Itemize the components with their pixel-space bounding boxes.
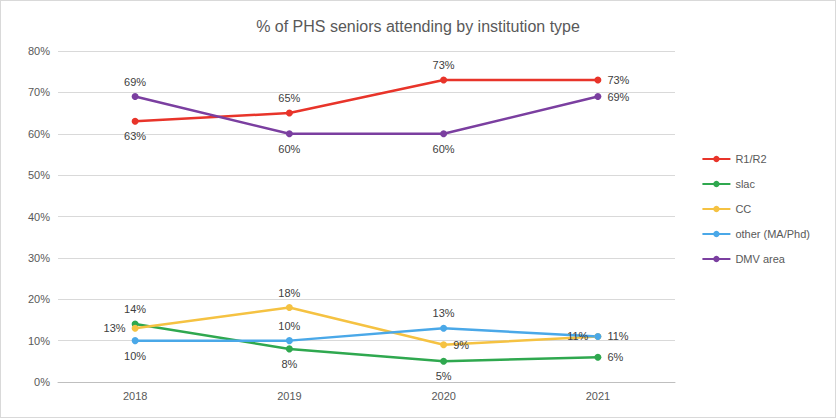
svg-text:10%: 10% bbox=[278, 320, 300, 332]
svg-text:CC: CC bbox=[735, 203, 751, 215]
svg-text:other (MA/Phd): other (MA/Phd) bbox=[735, 228, 810, 240]
svg-text:60%: 60% bbox=[28, 128, 50, 140]
svg-text:2020: 2020 bbox=[431, 390, 455, 402]
svg-text:slac: slac bbox=[735, 178, 755, 190]
svg-text:69%: 69% bbox=[124, 76, 146, 88]
svg-text:10%: 10% bbox=[28, 335, 50, 347]
svg-text:13%: 13% bbox=[104, 322, 126, 334]
svg-text:60%: 60% bbox=[278, 143, 300, 155]
svg-text:11%: 11% bbox=[567, 330, 588, 342]
svg-text:10%: 10% bbox=[124, 350, 146, 362]
svg-text:6%: 6% bbox=[607, 351, 623, 363]
svg-text:69%: 69% bbox=[607, 91, 629, 103]
svg-text:5%: 5% bbox=[436, 370, 452, 382]
svg-text:80%: 80% bbox=[28, 45, 50, 57]
svg-text:50%: 50% bbox=[28, 169, 50, 181]
svg-text:% of PHS seniors attending by: % of PHS seniors attending by institutio… bbox=[256, 18, 580, 35]
svg-text:73%: 73% bbox=[433, 59, 455, 71]
svg-text:60%: 60% bbox=[433, 143, 455, 155]
svg-text:0%: 0% bbox=[34, 376, 50, 388]
svg-text:8%: 8% bbox=[281, 358, 297, 370]
svg-text:70%: 70% bbox=[28, 86, 50, 98]
svg-text:R1/R2: R1/R2 bbox=[735, 153, 766, 165]
svg-text:9%: 9% bbox=[453, 339, 469, 351]
svg-text:20%: 20% bbox=[28, 293, 50, 305]
svg-text:30%: 30% bbox=[28, 252, 50, 264]
svg-text:2021: 2021 bbox=[586, 390, 610, 402]
svg-text:14%: 14% bbox=[124, 303, 146, 315]
svg-text:DMV area: DMV area bbox=[735, 253, 785, 265]
svg-text:73%: 73% bbox=[607, 74, 629, 86]
svg-text:11%: 11% bbox=[607, 330, 628, 342]
svg-text:40%: 40% bbox=[28, 211, 50, 223]
svg-text:65%: 65% bbox=[278, 92, 300, 104]
svg-text:2019: 2019 bbox=[277, 390, 301, 402]
svg-text:2018: 2018 bbox=[123, 390, 147, 402]
svg-text:18%: 18% bbox=[278, 287, 300, 299]
svg-text:63%: 63% bbox=[124, 130, 146, 142]
svg-text:13%: 13% bbox=[433, 307, 455, 319]
